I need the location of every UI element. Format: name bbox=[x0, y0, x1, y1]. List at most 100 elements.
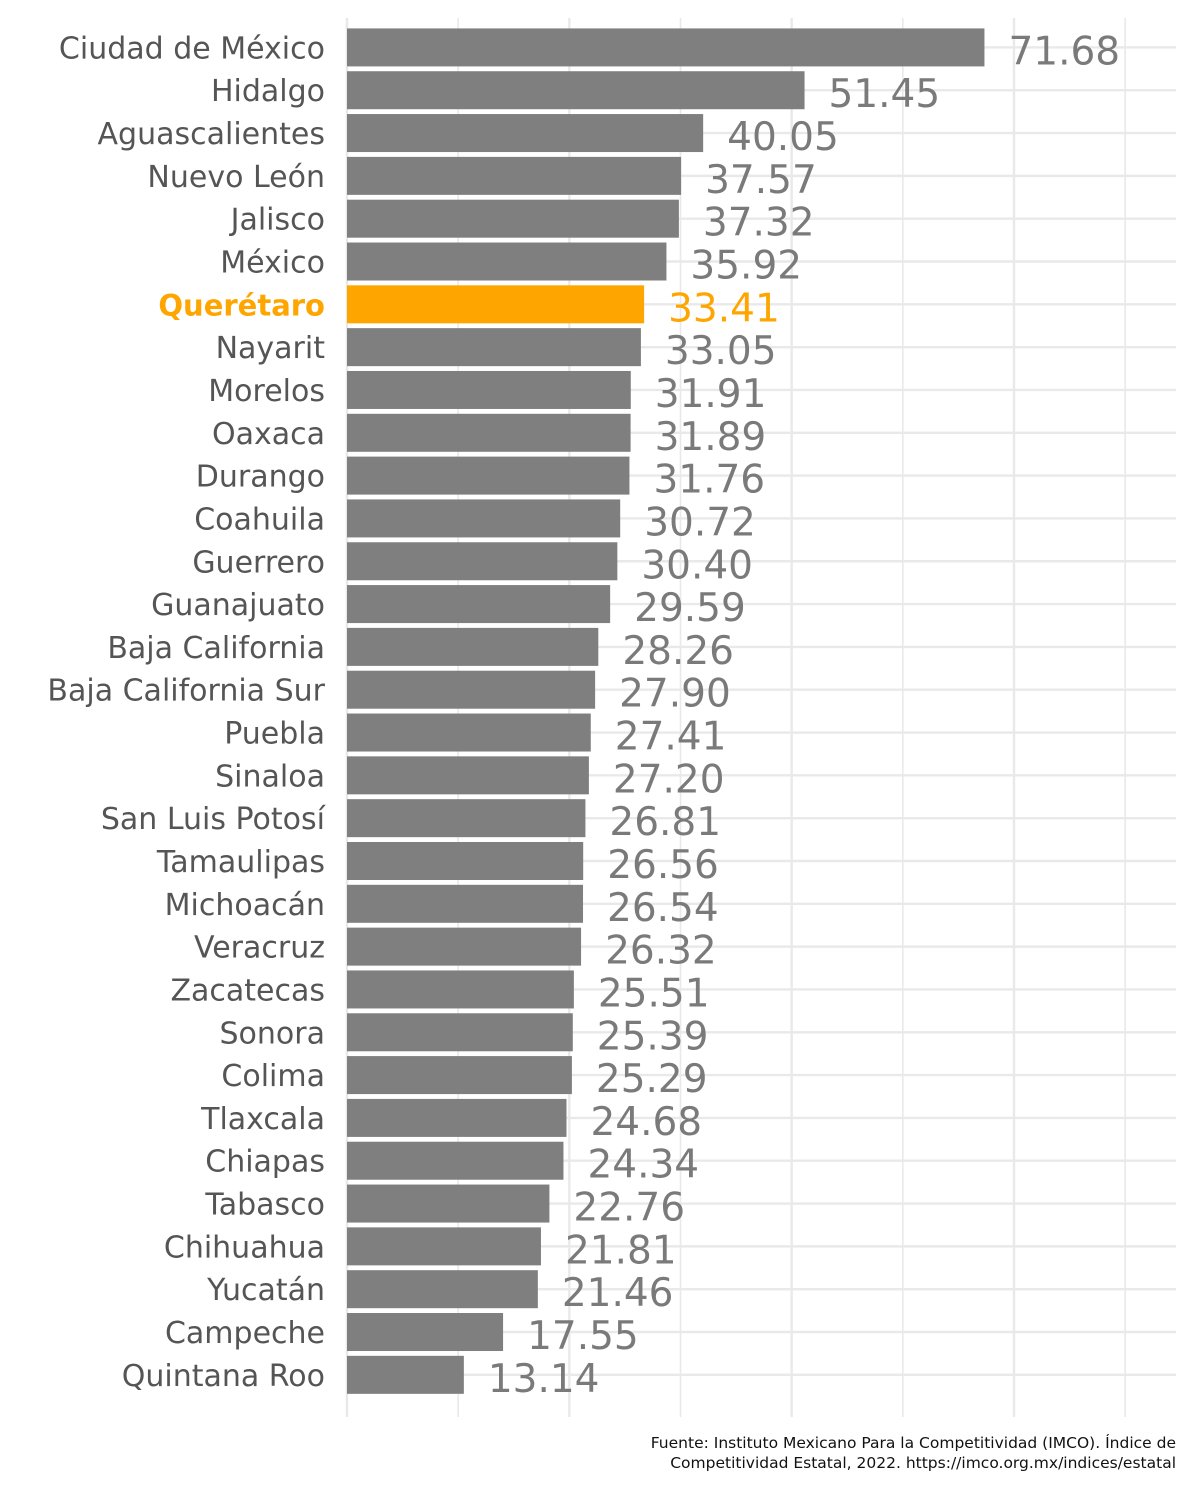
value-labels: 71.68 51.4540.0537.5737.3235.9233.4133.05… bbox=[488, 29, 1120, 1401]
source-caption: Fuente: Instituto Mexicano Para la Compe… bbox=[651, 1433, 1176, 1473]
bar bbox=[347, 370, 631, 409]
category-label: San Luis Potosí bbox=[101, 802, 327, 837]
bar bbox=[347, 28, 985, 67]
bar bbox=[347, 627, 599, 666]
category-label: Michoacán bbox=[165, 888, 325, 923]
category-label: Tamaulipas bbox=[156, 845, 325, 880]
value-label: 37.32 bbox=[703, 201, 815, 246]
bar bbox=[347, 1355, 464, 1394]
bar bbox=[347, 1313, 504, 1352]
caption-line-2: Competitividad Estatal, 2022. https://im… bbox=[670, 1454, 1176, 1472]
bar bbox=[347, 585, 611, 624]
category-label: Ciudad de México bbox=[59, 31, 325, 66]
bar bbox=[347, 114, 704, 153]
caption-line-1: Fuente: Instituto Mexicano Para la Compe… bbox=[650, 1434, 1176, 1452]
value-label: 30.72 bbox=[644, 500, 756, 545]
value-label: 13.14 bbox=[488, 1357, 600, 1402]
bar bbox=[347, 713, 591, 752]
bar bbox=[347, 199, 679, 238]
category-label: Puebla bbox=[224, 717, 325, 752]
value-label: 27.41 bbox=[615, 715, 727, 760]
value-label: 31.91 bbox=[655, 372, 767, 417]
bars bbox=[347, 28, 985, 1394]
category-label: Baja California Sur bbox=[47, 674, 325, 709]
category-label: Nayarit bbox=[216, 331, 326, 366]
value-label: 24.68 bbox=[590, 1100, 702, 1145]
value-label: 25.29 bbox=[596, 1057, 708, 1102]
category-label: Chihuahua bbox=[164, 1230, 325, 1265]
category-label: Jalisco bbox=[229, 203, 325, 238]
bar bbox=[347, 1098, 567, 1137]
value-label: 31.76 bbox=[653, 458, 765, 503]
bar bbox=[347, 1270, 538, 1309]
bar-highlight bbox=[347, 285, 645, 324]
category-label: Quintana Roo bbox=[122, 1359, 325, 1394]
category-label: Baja California bbox=[107, 631, 325, 666]
value-label: 25.39 bbox=[597, 1014, 709, 1059]
value-label: 30.40 bbox=[641, 543, 753, 588]
value-label: 33.05 bbox=[665, 329, 777, 374]
category-label: Oaxaca bbox=[212, 417, 325, 452]
category-label: Guanajuato bbox=[151, 588, 325, 623]
category-label: Durango bbox=[196, 460, 325, 495]
bar bbox=[347, 71, 805, 110]
bar bbox=[347, 328, 641, 367]
category-label: Sinaloa bbox=[215, 759, 325, 794]
category-label: Querétaro bbox=[158, 288, 325, 322]
value-label: 51.45 bbox=[829, 72, 941, 117]
bar bbox=[347, 1056, 572, 1095]
category-label: Coahuila bbox=[194, 502, 325, 537]
category-label: Tabasco bbox=[204, 1188, 325, 1223]
bar bbox=[347, 1013, 573, 1052]
value-label: 37.57 bbox=[705, 158, 817, 203]
category-label: Nuevo León bbox=[147, 160, 325, 195]
value-label: 25.51 bbox=[598, 971, 710, 1016]
category-label: México bbox=[220, 246, 325, 281]
bar bbox=[347, 1184, 550, 1223]
category-label: Aguascalientes bbox=[98, 117, 325, 152]
category-label: Yucatán bbox=[206, 1273, 325, 1308]
bar bbox=[347, 499, 621, 538]
value-label: 33.41 bbox=[668, 286, 780, 331]
bar bbox=[347, 542, 618, 581]
category-label: Veracruz bbox=[194, 931, 325, 966]
value-label: 71.68 bbox=[1008, 29, 1120, 74]
value-label: 21.81 bbox=[565, 1228, 677, 1273]
value-label: 26.56 bbox=[607, 843, 719, 888]
category-label: Colima bbox=[221, 1059, 325, 1094]
value-label: 17.55 bbox=[527, 1314, 639, 1359]
category-label: Guerrero bbox=[192, 545, 325, 580]
value-label: 40.05 bbox=[727, 115, 839, 160]
bar bbox=[347, 756, 589, 795]
bar bbox=[347, 242, 667, 281]
bar bbox=[347, 1227, 541, 1266]
value-label: 31.89 bbox=[655, 415, 767, 460]
bar bbox=[347, 670, 596, 709]
value-label: 35.92 bbox=[690, 244, 802, 289]
bar bbox=[347, 799, 586, 838]
bar bbox=[347, 841, 584, 880]
bar bbox=[347, 884, 584, 923]
value-label: 26.32 bbox=[605, 929, 717, 974]
value-label: 26.54 bbox=[607, 886, 719, 931]
value-label: 26.81 bbox=[609, 800, 721, 845]
category-label: Zacatecas bbox=[170, 973, 325, 1008]
value-label: 22.76 bbox=[573, 1186, 685, 1231]
category-label: Sonora bbox=[220, 1016, 325, 1051]
category-labels: Ciudad de México Hidalgo Aguascalientes Nue… bbox=[47, 31, 326, 1393]
category-label: Chiapas bbox=[205, 1145, 325, 1180]
category-label: Hidalgo bbox=[211, 74, 325, 109]
bar bbox=[347, 1141, 564, 1180]
category-label: Morelos bbox=[208, 374, 325, 409]
bar bbox=[347, 970, 574, 1009]
value-label: 27.90 bbox=[619, 672, 731, 717]
category-label: Tlaxcala bbox=[200, 1102, 325, 1137]
value-label: 28.26 bbox=[622, 629, 734, 674]
bar bbox=[347, 156, 682, 195]
value-label: 29.59 bbox=[634, 586, 746, 631]
value-label: 24.34 bbox=[587, 1143, 699, 1188]
value-label: 27.20 bbox=[613, 757, 725, 802]
bar bbox=[347, 413, 631, 452]
